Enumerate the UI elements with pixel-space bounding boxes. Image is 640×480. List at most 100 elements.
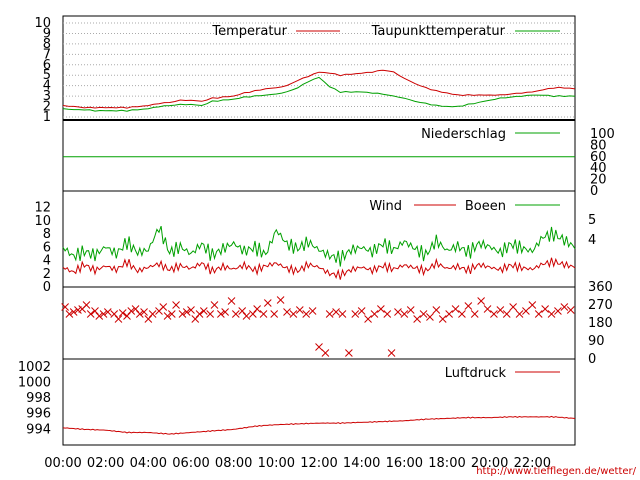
- direction-point: [332, 308, 340, 316]
- direction-point-stroke: [131, 305, 140, 313]
- direction-point-stroke: [528, 301, 537, 309]
- direction-point: [383, 310, 392, 318]
- direction-point-stroke: [65, 310, 74, 318]
- direction-point-stroke: [259, 310, 268, 318]
- direction-point-stroke: [522, 307, 530, 315]
- direction-point: [249, 310, 257, 318]
- direction-point-stroke: [263, 299, 272, 307]
- y-tick-label-pressure: 1002: [18, 360, 51, 375]
- y-tick-label-temperature: 8: [43, 37, 51, 52]
- direction-point: [199, 307, 208, 315]
- direction-point-stroke: [534, 310, 543, 318]
- y-tick-label-direction: 0: [588, 352, 596, 367]
- x-tick-label: 00:00: [44, 456, 81, 471]
- direction-point: [413, 315, 421, 323]
- direction-point-stroke: [338, 310, 347, 318]
- direction-point: [560, 303, 569, 311]
- direction-point-stroke: [426, 313, 434, 321]
- legend-label-luftdruck: Luftdruck: [445, 366, 507, 381]
- direction-point: [432, 306, 441, 314]
- direction-point-stroke: [221, 308, 229, 316]
- y-tick-label-temperature: 5: [43, 68, 51, 83]
- x-tick-label: 04:00: [130, 456, 167, 471]
- direction-point-stroke: [357, 307, 366, 315]
- direction-point: [217, 310, 225, 318]
- direction-point-stroke: [135, 310, 144, 318]
- direction-point-stroke: [227, 297, 236, 305]
- direction-point: [302, 310, 311, 318]
- direction-point: [445, 310, 453, 318]
- direction-point: [351, 310, 360, 318]
- x-tick-label: 14:00: [343, 456, 380, 471]
- direction-point-stroke: [283, 308, 291, 316]
- direction-point-stroke: [110, 310, 119, 318]
- direction-point-stroke: [445, 310, 453, 318]
- direction-point-stroke: [394, 308, 402, 316]
- legend-label-niederschlag: Niederschlag: [421, 127, 506, 142]
- direction-point-stroke: [289, 310, 298, 318]
- direction-point: [167, 310, 176, 318]
- direction-point: [99, 310, 108, 318]
- series-line-temperatur: [62, 69, 576, 109]
- direction-point: [338, 310, 347, 318]
- legend-label-temperatur: Temperatur: [211, 24, 287, 39]
- direction-point: [182, 308, 191, 316]
- direction-point: [522, 307, 530, 315]
- direction-point: [118, 309, 127, 317]
- direction-point-stroke: [332, 308, 340, 316]
- footer-url[interactable]: http://www.tiefflegen.de/wetter/: [476, 466, 636, 477]
- direction-point: [541, 305, 549, 313]
- direction-point-stroke: [377, 305, 385, 313]
- direction-point-stroke: [345, 349, 353, 357]
- direction-point: [325, 310, 334, 318]
- direction-point: [547, 310, 556, 318]
- direction-point-stroke: [182, 308, 191, 316]
- direction-point-stroke: [82, 301, 91, 309]
- direction-point: [490, 310, 498, 318]
- direction-point: [148, 310, 157, 318]
- direction-point: [238, 307, 247, 315]
- y-tick-label-wind-right: 5: [588, 213, 596, 228]
- direction-point: [477, 297, 485, 305]
- direction-point-stroke: [308, 307, 317, 315]
- direction-point-stroke: [69, 308, 78, 316]
- y-tick-label-temperature: 10: [34, 16, 51, 31]
- direction-point: [110, 310, 119, 318]
- direction-point: [496, 306, 505, 314]
- direction-point: [377, 305, 385, 313]
- direction-point: [221, 308, 229, 316]
- direction-point-stroke: [118, 309, 127, 317]
- direction-point: [135, 310, 144, 318]
- direction-point: [483, 305, 492, 313]
- direction-point-stroke: [270, 310, 279, 318]
- direction-point: [566, 306, 575, 314]
- legend-label-taupunkttemperatur: Taupunkttemperatur: [371, 24, 506, 39]
- direction-point: [534, 310, 543, 318]
- grid-layer: [63, 22, 575, 118]
- direction-point-stroke: [315, 343, 323, 351]
- y-tick-label-pressure: 994: [26, 422, 51, 437]
- direction-point-stroke: [148, 310, 157, 318]
- direction-point-stroke: [210, 301, 219, 309]
- direction-point: [400, 310, 409, 318]
- y-tick-label-precipitation: 20: [590, 173, 607, 188]
- direction-point-stroke: [406, 306, 415, 314]
- y-tick-label-precipitation: 60: [590, 150, 607, 165]
- x-tick-label: 18:00: [428, 456, 465, 471]
- direction-point-stroke: [554, 307, 562, 315]
- direction-point-stroke: [515, 310, 524, 318]
- direction-point: [163, 312, 172, 320]
- direction-point: [509, 303, 517, 311]
- direction-point: [91, 307, 99, 315]
- y-tick-label-wind: 8: [43, 227, 51, 242]
- y-tick-label-wind-right: 4: [588, 233, 596, 248]
- y-tick-label-temperature: 9: [43, 26, 51, 41]
- direction-point-stroke: [370, 310, 379, 318]
- direction-point-stroke: [167, 310, 176, 318]
- direction-point-stroke: [195, 310, 204, 318]
- y-tick-label-wind: 10: [34, 214, 51, 229]
- direction-point: [426, 313, 434, 321]
- pressure-panel: [62, 358, 576, 446]
- direction-point: [259, 310, 268, 318]
- direction-point-stroke: [325, 310, 334, 318]
